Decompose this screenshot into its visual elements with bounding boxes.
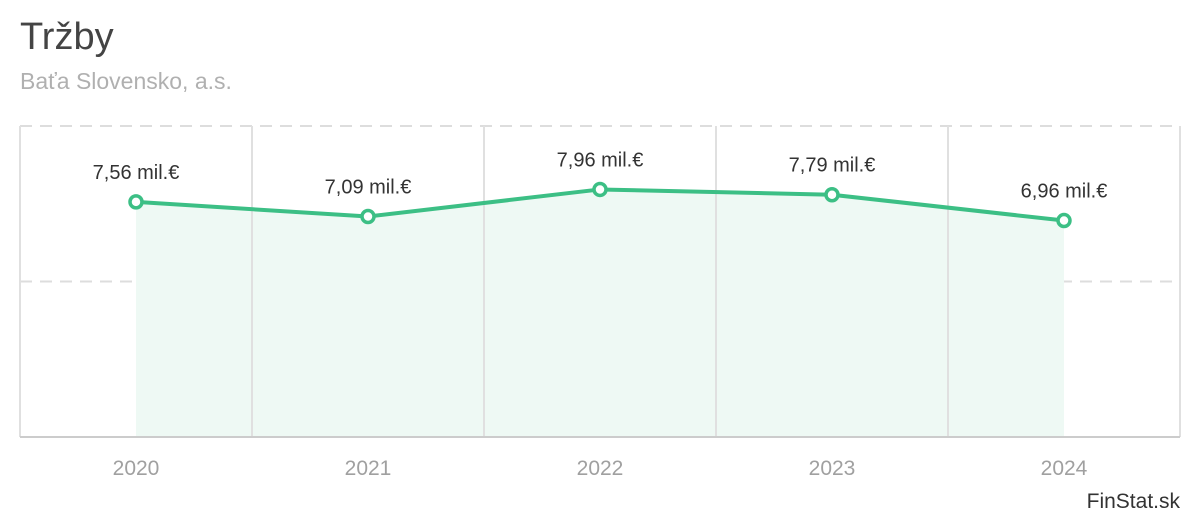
data-label: 7,96 mil.€ — [557, 149, 644, 171]
x-tick-label: 2023 — [809, 457, 856, 480]
data-label: 7,56 mil.€ — [93, 162, 180, 184]
data-point — [824, 186, 840, 203]
data-point — [592, 181, 608, 198]
finstat-brand[interactable]: FinStat.sk — [1086, 490, 1180, 513]
x-tick-label: 2020 — [113, 457, 160, 480]
chart-title: Tržby — [20, 16, 114, 58]
data-label: 7,09 mil.€ — [325, 177, 412, 199]
data-point — [128, 194, 144, 210]
x-tick-label: 2021 — [345, 457, 392, 480]
data-point — [1056, 212, 1072, 229]
data-label: 7,79 mil.€ — [789, 155, 876, 177]
chart-subtitle: Baťa Slovensko, a.s. — [20, 68, 232, 94]
area-fill — [136, 189, 1064, 437]
data-label: 6,96 mil.€ — [1021, 181, 1108, 203]
x-tick-label: 2024 — [1041, 457, 1088, 480]
x-tick-label: 2022 — [577, 457, 624, 480]
data-point — [360, 208, 376, 225]
